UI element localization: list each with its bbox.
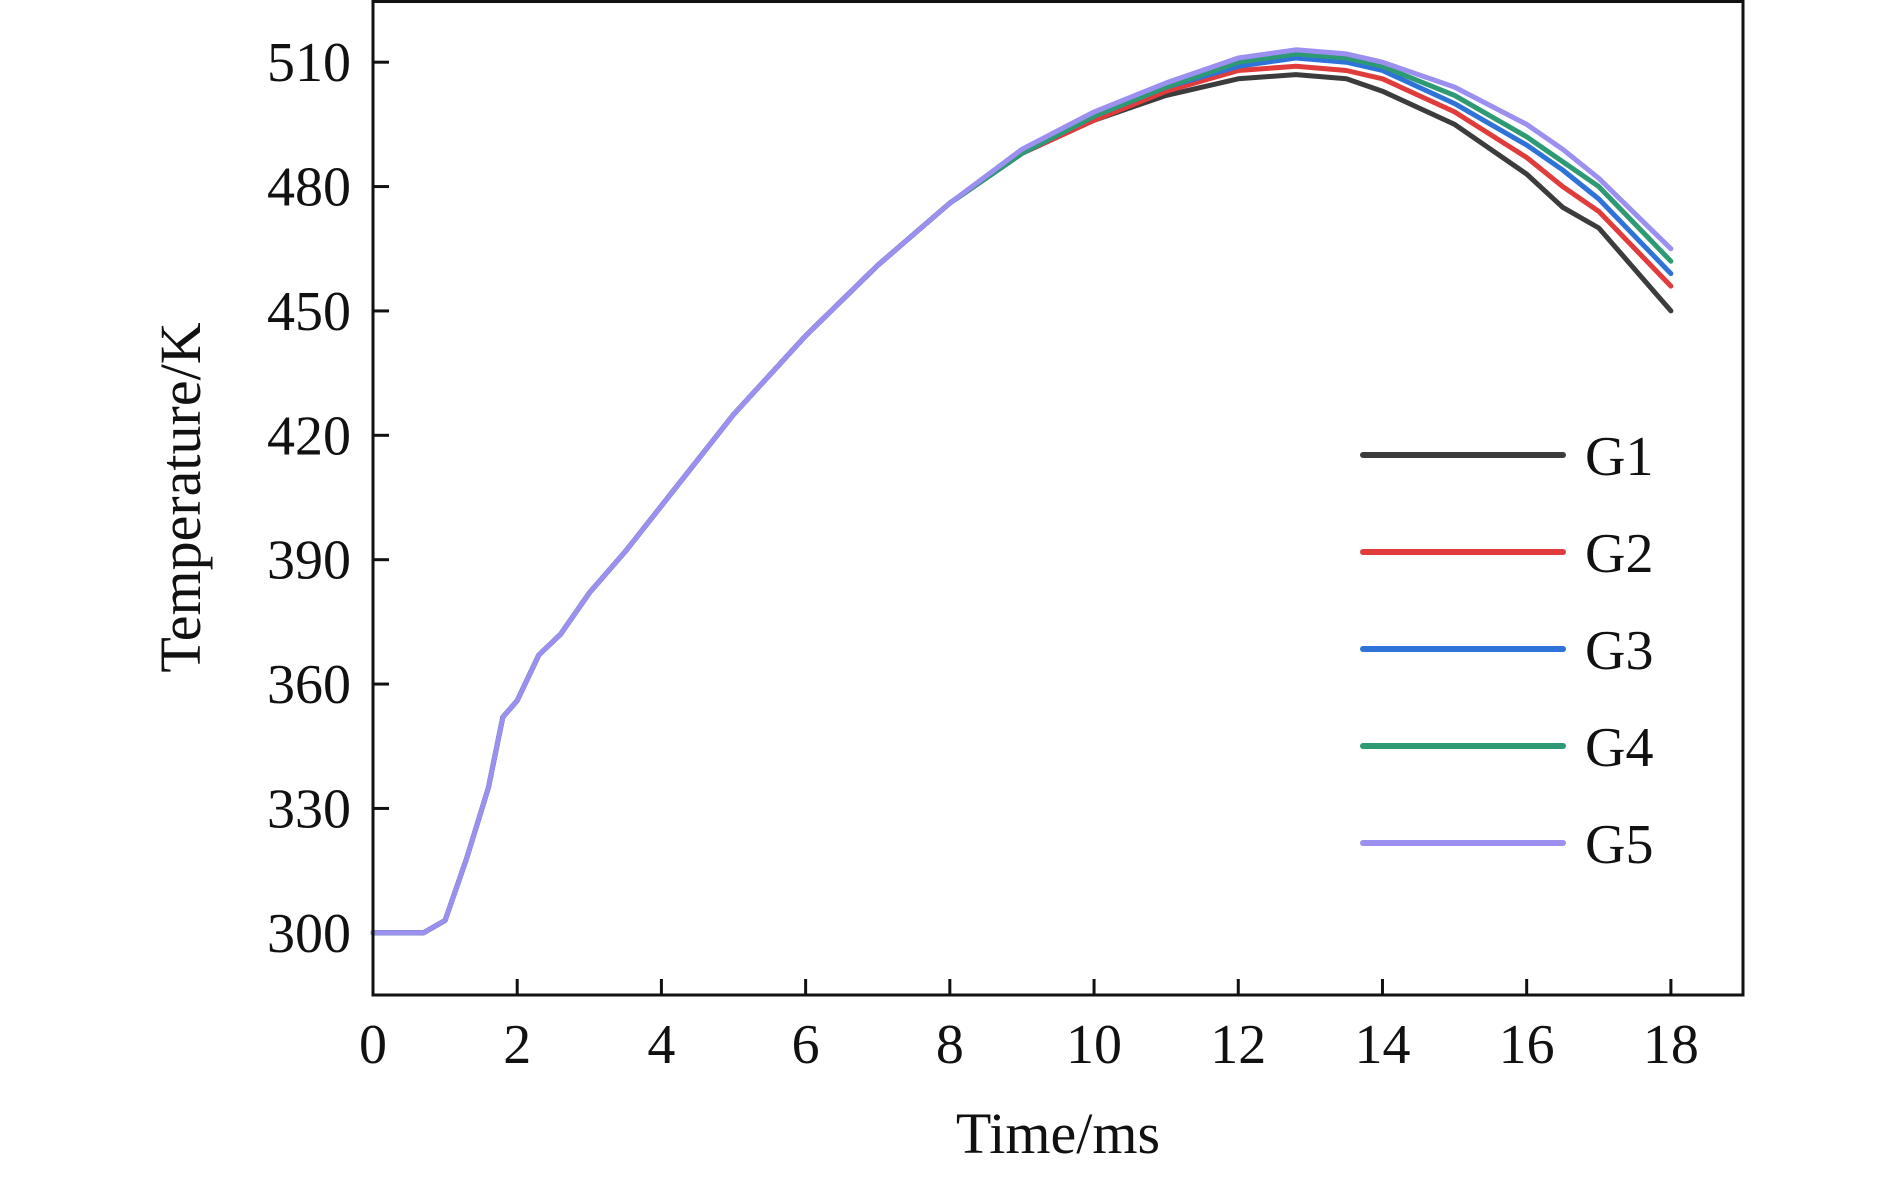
y-tick-label: 450 — [267, 281, 351, 343]
series-line-g4 — [370, 51, 1674, 936]
y-tick-label: 510 — [267, 32, 351, 94]
x-tick-label: 0 — [359, 1014, 387, 1076]
y-axis-title: Temperature/K — [148, 322, 213, 672]
series-layer — [370, 47, 1674, 936]
x-tick-label: 12 — [1210, 1014, 1266, 1076]
y-tick-label: 360 — [267, 654, 351, 716]
series-line-g2 — [370, 63, 1674, 936]
x-axis-title: Time/ms — [956, 1101, 1160, 1166]
series-line-g3 — [370, 55, 1674, 936]
y-tick-label: 300 — [267, 903, 351, 965]
legend-label-g1: G1 — [1585, 426, 1653, 488]
legend-label-g5: G5 — [1585, 814, 1653, 876]
legend: G1 G2 G3 G4 G5 — [1360, 426, 1653, 876]
y-tick-label: 420 — [267, 405, 351, 467]
x-tick-label: 14 — [1354, 1014, 1410, 1076]
legend-label-g3: G3 — [1585, 620, 1653, 682]
y-tick-label: 330 — [267, 778, 351, 840]
ticks-layer: 0 2 4 6 8 10 12 14 16 18 300 330 360 390 420 450 480 510 — [267, 32, 1699, 1076]
legend-label-g2: G2 — [1585, 523, 1653, 585]
plot-frame — [371, 0, 1745, 997]
y-tick-label: 390 — [267, 530, 351, 592]
x-tick-label: 2 — [503, 1014, 531, 1076]
x-tick-label: 4 — [647, 1014, 675, 1076]
x-tick-label: 10 — [1066, 1014, 1122, 1076]
x-tick-label: 16 — [1499, 1014, 1555, 1076]
legend-label-g4: G4 — [1585, 717, 1653, 779]
series-line-g1 — [370, 72, 1674, 936]
x-tick-label: 18 — [1643, 1014, 1699, 1076]
x-tick-label: 8 — [936, 1014, 964, 1076]
series-line-g5 — [370, 47, 1674, 936]
y-tick-label: 480 — [267, 157, 351, 219]
x-tick-label: 6 — [792, 1014, 820, 1076]
